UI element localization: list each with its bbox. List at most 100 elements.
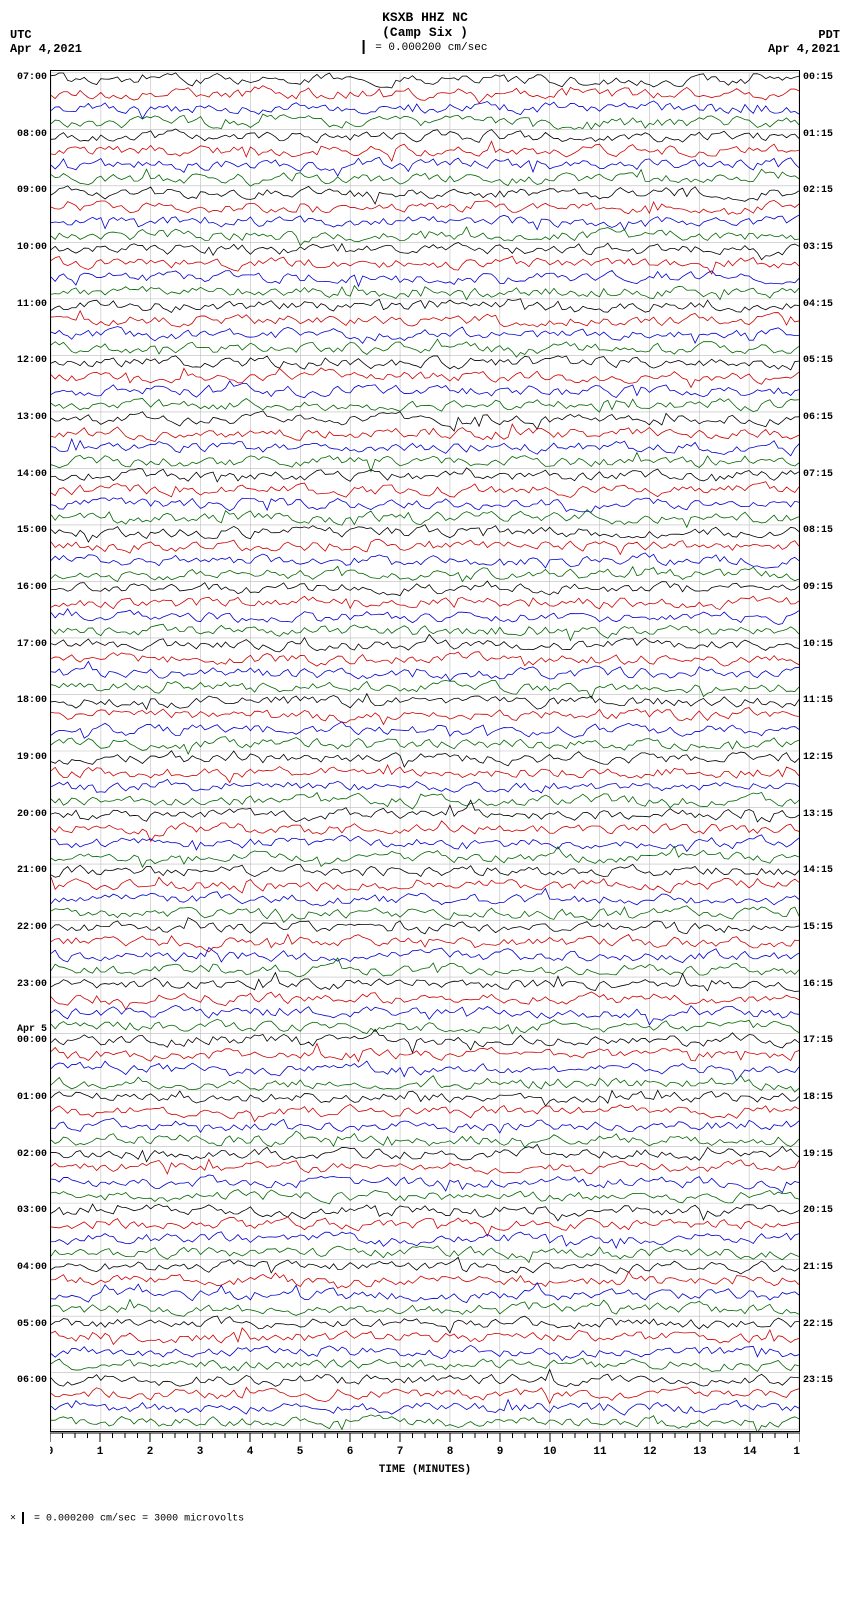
- trace-row: [51, 453, 799, 472]
- station-name: (Camp Six ): [363, 25, 488, 40]
- trace-row: [51, 368, 799, 387]
- time-label: 12:00: [17, 356, 47, 366]
- svg-text:2: 2: [147, 1446, 154, 1458]
- time-label: 15:00: [17, 526, 47, 536]
- time-label: 14:00: [17, 470, 47, 480]
- station-id: KSXB HHZ NC: [363, 10, 488, 25]
- header-right: PDT Apr 4,2021: [768, 28, 840, 56]
- trace-row: [51, 906, 799, 923]
- trace-row: [51, 1369, 799, 1386]
- trace-row: [51, 1415, 799, 1431]
- trace-row: [51, 1190, 799, 1204]
- time-label: 19:00: [17, 753, 47, 763]
- time-label: 23:15: [803, 1376, 833, 1386]
- time-label: 20:00: [17, 810, 47, 820]
- trace-row: [51, 722, 799, 738]
- time-label: 11:15: [803, 696, 833, 706]
- trace-row: [51, 918, 799, 934]
- x-axis-label: TIME (MINUTES): [50, 1464, 800, 1476]
- svg-text:13: 13: [693, 1446, 707, 1458]
- pdt-time-labels: 00:1501:1502:1503:1504:1505:1506:1507:15…: [801, 71, 839, 1431]
- time-label: 07:15: [803, 470, 833, 480]
- time-label: 09:15: [803, 583, 833, 593]
- trace-row: [51, 141, 799, 161]
- trace-row: [51, 1204, 799, 1221]
- right-date: Apr 4,2021: [768, 42, 840, 56]
- time-label: 07:00: [17, 73, 47, 83]
- time-label: 05:00: [17, 1320, 47, 1330]
- trace-row: [51, 751, 799, 767]
- time-label: 17:00: [17, 640, 47, 650]
- utc-time-labels: 07:0008:0009:0010:0011:0012:0013:0014:00…: [11, 71, 49, 1431]
- time-label: 06:00: [17, 1376, 47, 1386]
- trace-row: [51, 1029, 799, 1052]
- scale-bar-icon: [22, 1512, 24, 1524]
- time-label: 10:00: [17, 243, 47, 253]
- trace-row: [51, 821, 799, 841]
- time-label: 01:15: [803, 130, 833, 140]
- header-left: UTC Apr 4,2021: [10, 28, 82, 56]
- trace-row: [51, 1400, 799, 1415]
- time-label: 21:15: [803, 1263, 833, 1273]
- trace-row: [51, 101, 799, 119]
- trace-row: [51, 835, 799, 852]
- trace-row: [51, 888, 799, 906]
- time-label: 23:00: [17, 980, 47, 990]
- time-label: 18:15: [803, 1093, 833, 1103]
- time-label: 14:15: [803, 866, 833, 876]
- trace-row: [51, 553, 799, 568]
- svg-text:11: 11: [593, 1446, 607, 1458]
- time-label: 02:15: [803, 186, 833, 196]
- trace-row: [51, 864, 799, 877]
- trace-row: [51, 299, 799, 313]
- time-label: 22:15: [803, 1320, 833, 1330]
- svg-text:15: 15: [793, 1446, 800, 1458]
- traces: [51, 73, 799, 1431]
- time-label: 19:15: [803, 1150, 833, 1160]
- time-label: 11:00: [17, 300, 47, 310]
- trace-row: [51, 1283, 799, 1303]
- trace-row: [51, 737, 799, 754]
- trace-row: [51, 424, 799, 441]
- svg-text:6: 6: [347, 1446, 354, 1458]
- time-label: 13:15: [803, 810, 833, 820]
- time-label: 00:15: [803, 73, 833, 83]
- trace-row: [51, 498, 799, 512]
- svg-text:8: 8: [447, 1446, 454, 1458]
- time-label: 03:15: [803, 243, 833, 253]
- time-label: 02:00: [17, 1150, 47, 1160]
- trace-row: [51, 779, 799, 792]
- trace-row: [51, 398, 799, 412]
- trace-row: [51, 215, 799, 230]
- trace-row: [51, 1131, 799, 1147]
- time-label: 15:15: [803, 923, 833, 933]
- time-label: 10:15: [803, 640, 833, 650]
- svg-text:7: 7: [397, 1446, 404, 1458]
- right-tz: PDT: [768, 28, 840, 42]
- trace-row: [51, 1144, 799, 1161]
- time-label: 04:15: [803, 300, 833, 310]
- trace-row: [51, 1246, 799, 1262]
- trace-row: [51, 581, 799, 596]
- trace-row: [51, 1090, 799, 1106]
- time-label: 05:15: [803, 356, 833, 366]
- trace-row: [51, 186, 799, 204]
- trace-row: [51, 200, 799, 214]
- trace-row: [51, 765, 799, 783]
- trace-row: [51, 270, 799, 286]
- svg-text:5: 5: [297, 1446, 304, 1458]
- trace-row: [51, 1345, 799, 1360]
- trace-row: [51, 1300, 799, 1317]
- footer-prefix: ×: [10, 1514, 16, 1525]
- trace-row: [51, 286, 799, 300]
- trace-row: [51, 596, 799, 609]
- trace-row: [51, 86, 799, 103]
- trace-row: [51, 411, 799, 431]
- trace-row: [51, 947, 799, 962]
- left-date: Apr 4,2021: [10, 42, 82, 56]
- trace-row: [51, 339, 799, 357]
- trace-row: [51, 227, 799, 246]
- trace-row: [51, 877, 799, 893]
- x-axis-ticks: 0123456789101112131415: [50, 1432, 800, 1462]
- time-label: Apr 5: [17, 1025, 47, 1035]
